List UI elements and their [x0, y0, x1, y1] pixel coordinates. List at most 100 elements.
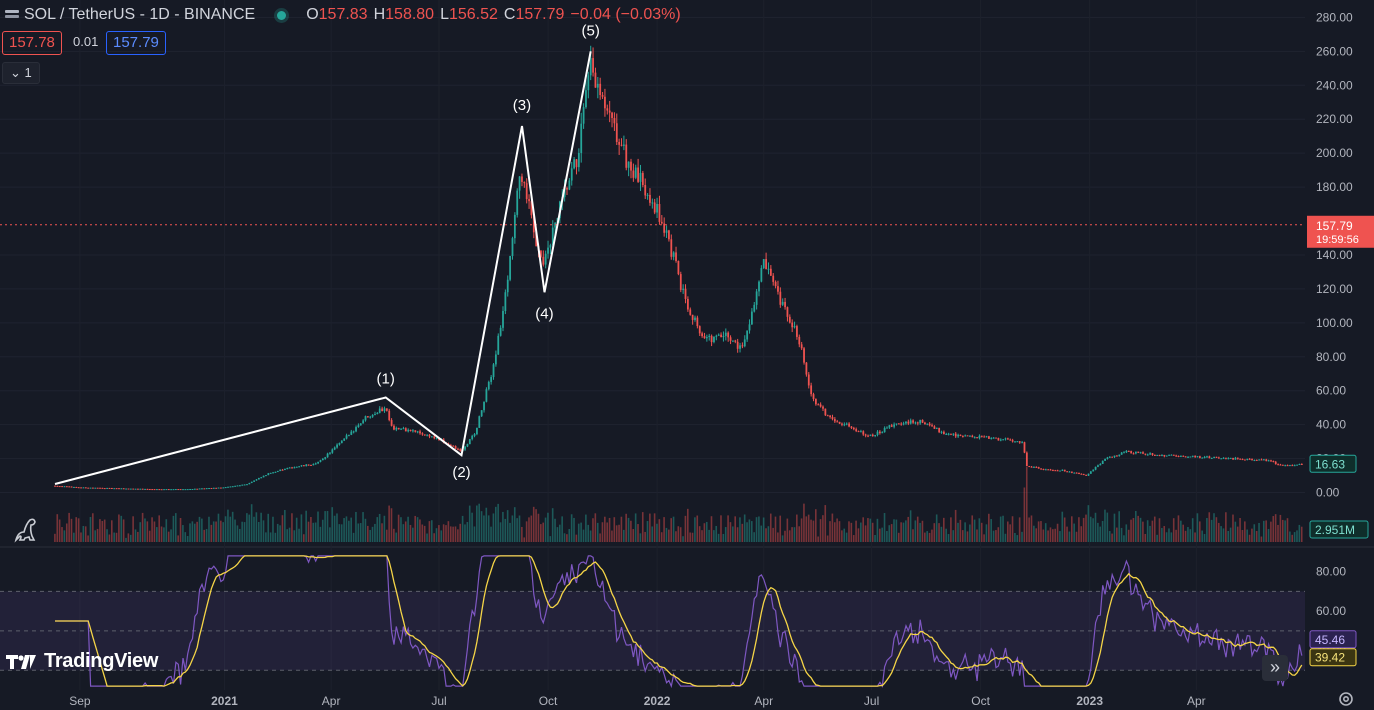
volume-bar: [338, 524, 341, 542]
symbol-title[interactable]: SOL / TetherUS - 1D - BINANCE: [24, 6, 256, 23]
indicator-legend-toggle[interactable]: ⌄ 1: [2, 62, 40, 84]
sell-price-button[interactable]: 157.78: [2, 31, 62, 55]
scroll-to-realtime-button[interactable]: »: [1262, 655, 1288, 681]
volume-bar: [800, 518, 803, 542]
volume-bar: [210, 524, 213, 542]
candle-body: [540, 250, 542, 257]
volume-bar: [781, 535, 784, 542]
tradingview-logo-icon: [6, 654, 36, 669]
candle-body: [878, 431, 881, 434]
volume-bar: [262, 520, 265, 542]
wave-path[interactable]: [54, 51, 592, 485]
candle-body: [976, 437, 978, 439]
volume-bar: [153, 521, 156, 542]
wave-label[interactable]: (3): [513, 97, 531, 114]
volume-bar: [272, 516, 274, 542]
candle-body: [708, 335, 711, 338]
volume-bar: [96, 528, 99, 542]
tradingview-logo[interactable]: TradingView: [6, 650, 158, 673]
candle-body: [419, 431, 421, 434]
volume-bar: [1108, 531, 1111, 542]
volume-bar: [957, 522, 959, 542]
volume-bar: [755, 517, 758, 542]
volume-bar: [220, 520, 222, 542]
volume-bar: [1229, 527, 1232, 542]
volume-bar: [92, 513, 94, 542]
wave-label[interactable]: (1): [376, 370, 394, 387]
candle-body: [755, 291, 758, 305]
volume-bar: [549, 536, 552, 542]
volume-bar: [397, 514, 400, 542]
volume-bar: [535, 509, 537, 542]
volume-bar: [786, 518, 789, 542]
candle-body: [336, 444, 338, 448]
price-axis[interactable]: 280.00 260.00 240.00 220.00 200.00 180.00 140.…: [1307, 10, 1374, 667]
price-tick-label: 80.00: [1316, 350, 1346, 364]
volume-bar: [419, 519, 421, 542]
volume-bar: [73, 532, 75, 542]
volume-bar: [248, 514, 251, 542]
gear-icon[interactable]: [1337, 690, 1355, 708]
volume-bar: [435, 528, 438, 542]
candle-body: [1161, 454, 1163, 456]
buy-price-button[interactable]: 157.79: [106, 31, 166, 55]
candle-body: [144, 488, 146, 490]
candle-body: [1229, 457, 1232, 459]
dinosaur-icon[interactable]: [12, 514, 42, 544]
candle-body: [966, 435, 969, 437]
volume-bar: [582, 529, 585, 542]
candle-body: [649, 194, 651, 203]
candle-body: [103, 488, 106, 490]
candle-body: [570, 168, 573, 181]
candle-body: [1225, 457, 1227, 459]
volume-bar: [1142, 521, 1144, 542]
candle-body: [269, 472, 272, 474]
candle-body: [608, 110, 611, 113]
candle-body: [210, 488, 213, 490]
volume-bar: [483, 515, 485, 542]
candle-body: [596, 83, 599, 88]
candle-body: [92, 487, 94, 489]
candle-body: [760, 268, 763, 282]
volume-bar: [532, 506, 535, 542]
candle-body: [454, 446, 457, 449]
volume-bar: [599, 533, 601, 542]
time-axis[interactable]: Sep 2021 Apr Jul Oct 2022 Apr Jul Oct 2023 Apr: [69, 694, 1205, 708]
volume-bar: [1203, 534, 1206, 542]
volume-bar: [1156, 534, 1158, 542]
volume-bar: [1225, 512, 1227, 542]
candle-body: [1052, 470, 1054, 472]
candle-body: [594, 72, 597, 88]
wave-label[interactable]: (4): [535, 305, 553, 322]
candle-body: [812, 394, 815, 399]
volume-bar: [540, 524, 542, 542]
volume-bar: [65, 523, 68, 542]
volume-bar: [132, 516, 134, 542]
volume-bar: [871, 522, 874, 542]
volume-bar: [796, 514, 798, 542]
candle-body: [246, 484, 248, 486]
wave-label[interactable]: (2): [452, 464, 470, 481]
volume-bar: [428, 521, 431, 542]
candle-body: [983, 436, 986, 438]
candle-body: [139, 488, 142, 490]
volume-bar: [127, 533, 130, 542]
wave-label[interactable]: (5): [582, 22, 600, 39]
symbol-logo-icon[interactable]: [4, 6, 20, 22]
volume-bar: [464, 524, 466, 542]
volume-bar: [1220, 526, 1222, 542]
volume-bar: [440, 530, 443, 542]
candle-body: [416, 431, 419, 433]
volume-bar: [336, 513, 338, 542]
candle-body: [390, 420, 393, 426]
volume-bar: [594, 513, 597, 542]
candle-body: [523, 181, 526, 184]
volume-bar: [831, 513, 834, 542]
candle-body: [262, 475, 265, 478]
volume-bar: [103, 519, 106, 542]
candle-body: [58, 486, 61, 488]
candle-body: [1011, 440, 1014, 442]
candle-body: [814, 398, 817, 405]
